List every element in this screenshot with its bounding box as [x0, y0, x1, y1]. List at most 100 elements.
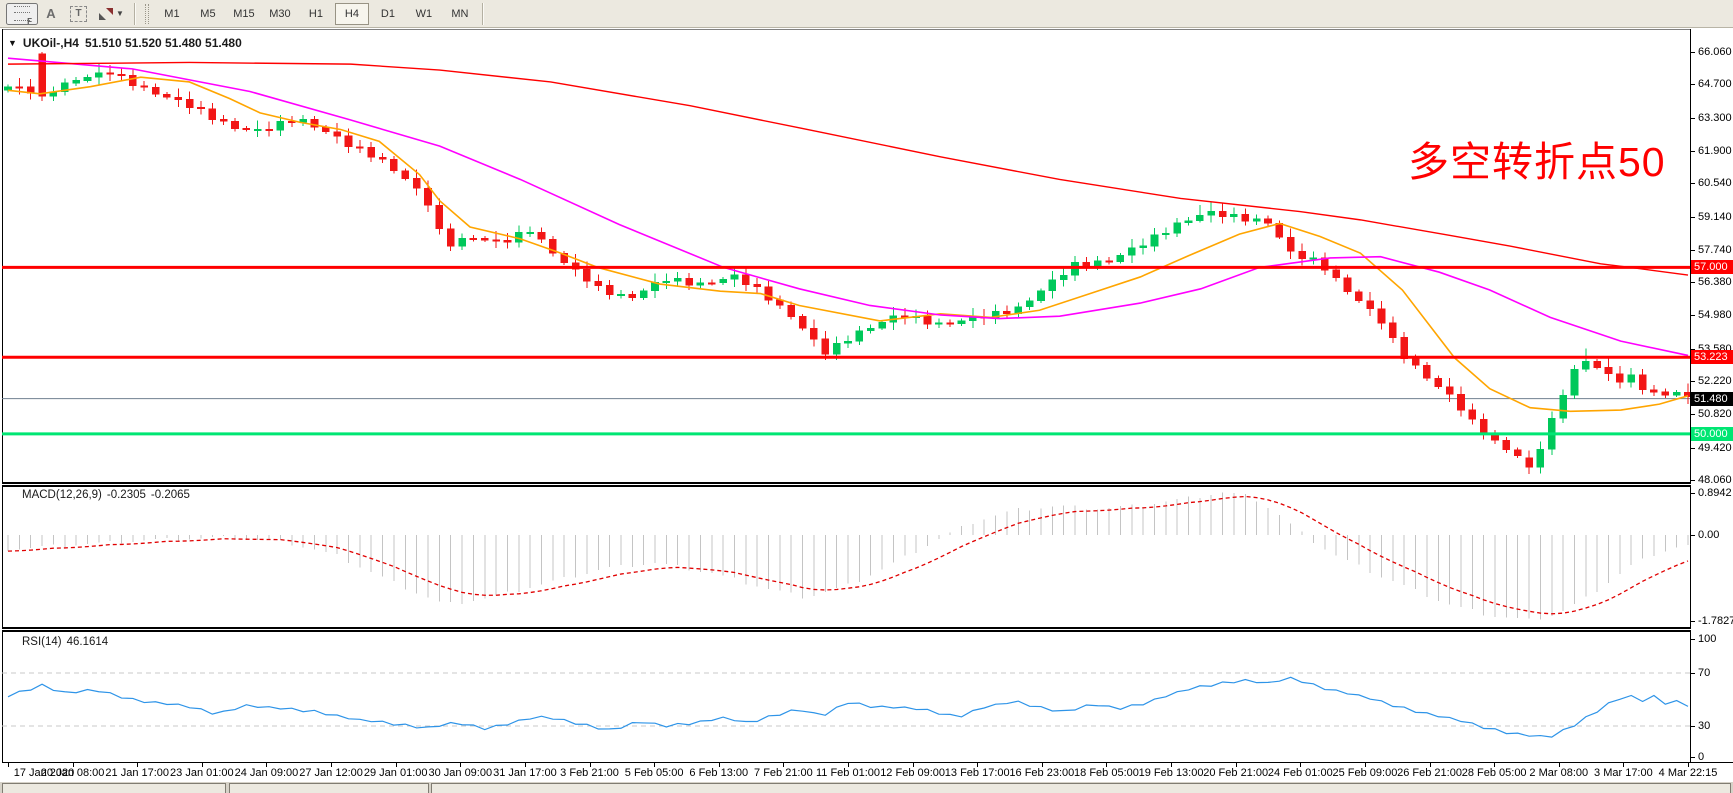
toolbar-separator	[481, 2, 484, 25]
text-label-tool-button[interactable]: T	[64, 3, 93, 25]
time-tick	[1300, 763, 1302, 767]
time-tick	[1106, 763, 1108, 767]
timeframe-button-D1[interactable]: D1	[380, 7, 395, 20]
price-tick	[1691, 315, 1695, 317]
price-tick-label: 64.700	[1698, 78, 1732, 91]
price-tick-label: 54.980	[1698, 309, 1732, 322]
price-tick	[1691, 150, 1695, 152]
macd-histogram	[7, 492, 1689, 620]
time-tick	[783, 763, 785, 767]
chart-text-annotation: 多空转折点50	[1408, 139, 1666, 185]
timeframe-button-M30[interactable]: M30	[269, 7, 291, 20]
x-axis-label: 5 Feb 05:00	[624, 767, 684, 779]
time-tick	[72, 763, 74, 767]
chart-title: ▼ UKOil-,H4 51.510 51.520 51.480 51.480	[8, 36, 242, 50]
price-tick-label: 61.900	[1698, 144, 1732, 157]
collapse-toggle-icon[interactable]: ▼	[8, 38, 17, 48]
time-tick	[912, 763, 914, 767]
timeframe-button-H4[interactable]: H4	[334, 2, 369, 25]
time-tick	[1688, 763, 1689, 767]
time-tick	[266, 763, 268, 767]
dock-tab[interactable]	[229, 783, 429, 793]
panel-separator[interactable]	[2, 627, 1733, 632]
rsi-line	[7, 676, 1689, 738]
x-axis-label: 24 Feb 01:00	[1267, 767, 1333, 779]
time-tick	[460, 763, 462, 767]
dock-tab[interactable]	[2, 783, 226, 793]
price-tick-label: 60.540	[1698, 177, 1732, 190]
time-tick	[1494, 763, 1496, 767]
x-axis-label: 19 Feb 13:00	[1138, 767, 1204, 779]
quote-values: 51.510 51.520 51.480 51.480	[84, 36, 242, 50]
text-tool-button[interactable]: A	[38, 3, 64, 25]
macd-value: -0.2305	[106, 489, 146, 501]
x-axis-label: 17 Jan 2020	[13, 767, 75, 779]
rsi-axis-label: 0	[1698, 751, 1705, 763]
bottom-dock-strip	[0, 782, 1733, 793]
x-axis-label: 21 Jan 17:00	[105, 767, 170, 779]
arrows-tool-button[interactable]: ▼	[93, 3, 130, 25]
dock-tab[interactable]	[431, 783, 1731, 793]
price-scale[interactable]: 66.060 64.700 63.300 61.900 60.540 59.140 57.7…	[1691, 29, 1733, 782]
time-tick	[589, 763, 591, 767]
macd-plot[interactable]	[2, 487, 1690, 628]
macd-axis-label: 0.8942	[1698, 487, 1732, 499]
macd-axis-tick	[1691, 535, 1695, 536]
macd-axis-label: 0.00	[1698, 529, 1720, 541]
price-tick-label: 48.060	[1698, 474, 1732, 486]
price-tick	[1691, 249, 1695, 251]
time-tick	[1623, 763, 1625, 767]
price-tick	[1691, 216, 1695, 218]
timeframe-button-W1[interactable]: W1	[415, 7, 433, 20]
x-axis-label: 25 Feb 09:00	[1332, 767, 1398, 779]
time-tick	[524, 763, 526, 767]
price-badge-57.000: 57.000	[1691, 260, 1733, 275]
price-tick	[1691, 282, 1695, 284]
price-tick-label: 52.220	[1698, 375, 1732, 388]
price-tick	[1691, 348, 1695, 350]
price-tick	[1691, 414, 1695, 416]
rsi-axis-tick	[1691, 726, 1695, 727]
time-scale[interactable]: 17 Jan 2020 20 Jan 08:00 21 Jan 17:00 23 Ja…	[2, 762, 1733, 782]
main-chart-plot[interactable]	[2, 29, 1690, 482]
timeframe-button-M15[interactable]: M15	[233, 7, 255, 20]
x-axis-label: 6 Feb 13:00	[689, 767, 749, 779]
timeframe-button-H1[interactable]: H1	[308, 7, 323, 20]
price-tick	[1691, 381, 1695, 383]
window-left-border	[2, 29, 3, 782]
macd-axis-tick	[1691, 620, 1695, 622]
chart-window-edge	[2, 29, 1733, 30]
macd-axis-tick	[1691, 493, 1695, 494]
x-axis-label: 3 Feb 21:00	[560, 767, 619, 779]
macd-label: MACD(12,26,9) -0.2305 -0.2065	[22, 489, 190, 501]
macd-signal-value: -0.2065	[150, 489, 190, 501]
price-tick-label: 63.300	[1698, 111, 1732, 124]
time-tick	[331, 763, 333, 767]
ma-medium	[7, 57, 1689, 357]
time-tick	[8, 763, 9, 767]
x-axis-label: 7 Feb 21:00	[754, 767, 813, 779]
time-tick	[977, 763, 979, 767]
x-axis-label: 4 Mar 22:15	[1658, 767, 1718, 779]
time-tick	[848, 763, 849, 767]
panel-separator[interactable]	[2, 482, 1733, 487]
rsi-value: 46.1614	[66, 636, 109, 648]
x-axis-label: 29 Jan 01:00	[363, 767, 428, 779]
price-tick-label: 49.420	[1698, 441, 1732, 454]
x-axis-label: 27 Jan 12:00	[299, 767, 363, 779]
timeframe-button-M5[interactable]: M5	[200, 7, 216, 20]
chevron-down-icon: ▼	[116, 9, 124, 18]
toolbar-separator	[133, 2, 136, 25]
x-axis-label: 20 Jan 08:00	[40, 767, 105, 779]
x-axis-label: 3 Mar 17:00	[1594, 767, 1653, 779]
macd-signal-line	[7, 495, 1689, 615]
ma-fast	[7, 76, 1689, 413]
rsi-plot[interactable]	[2, 632, 1690, 762]
timeframe-button-M1[interactable]: M1	[164, 7, 180, 20]
fibonacci-tool-button[interactable]: F	[6, 2, 38, 26]
price-tick-label: 57.740	[1698, 243, 1732, 256]
price-tick	[1691, 183, 1695, 185]
macd-axis-label: -1.7827	[1698, 614, 1733, 627]
timeframe-button-MN[interactable]: MN	[451, 7, 469, 20]
price-tick	[1691, 447, 1695, 449]
